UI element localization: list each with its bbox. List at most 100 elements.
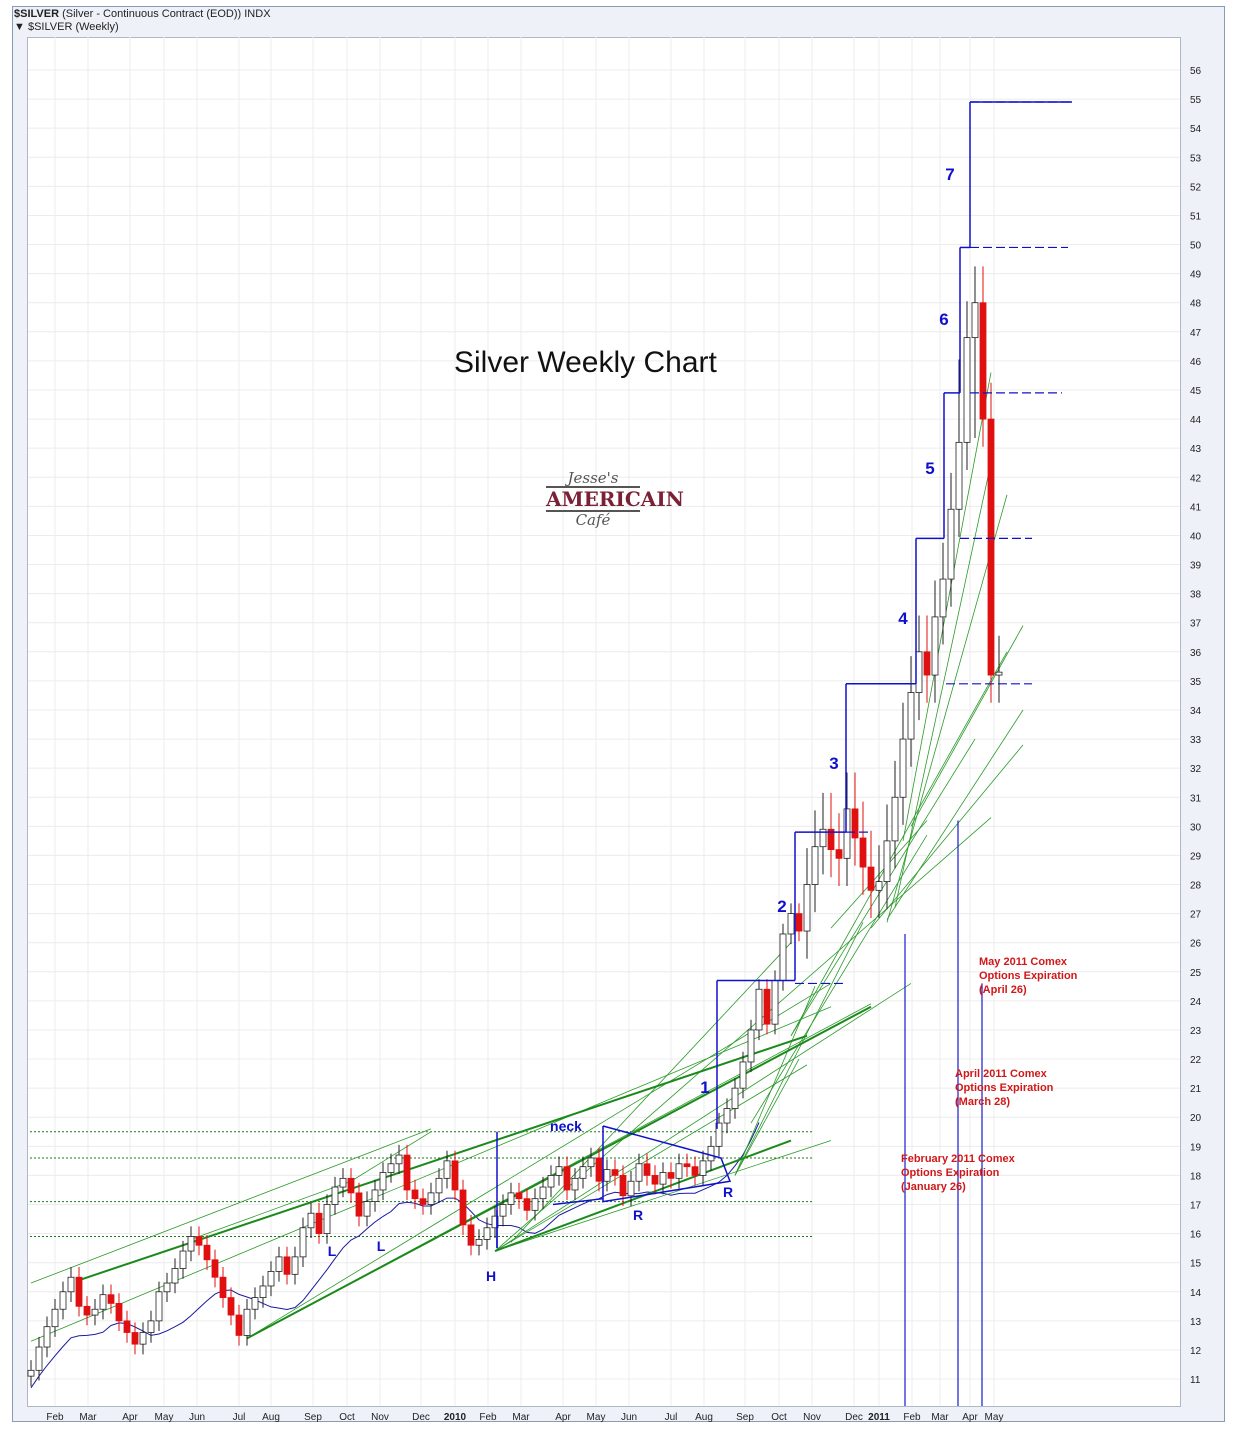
y-tick-label: 27 (1190, 910, 1202, 921)
candle-up (483, 1227, 491, 1240)
candle-up (395, 1154, 403, 1165)
candle-up (819, 828, 827, 848)
wave-label-1: 1 (700, 1078, 709, 1097)
candle-up (307, 1212, 315, 1229)
candle-down (459, 1189, 467, 1226)
y-tick-label: 25 (1190, 968, 1202, 979)
triangle-pattern (602, 1125, 732, 1203)
x-tick-label: 2010 (444, 1412, 467, 1423)
y-tick-label: 28 (1190, 881, 1202, 892)
candle-down (219, 1276, 227, 1298)
candle-down (195, 1236, 203, 1246)
y-tick-label: 23 (1190, 1026, 1202, 1037)
x-tick-label: May (587, 1412, 606, 1423)
candle-up (883, 840, 891, 883)
candle-down (235, 1314, 243, 1336)
candle-up (243, 1308, 251, 1336)
candle-up (811, 846, 819, 885)
x-tick-label: Apr (122, 1412, 138, 1423)
candle-up (971, 302, 979, 339)
trend-line (190, 1180, 352, 1240)
y-tick-label: 38 (1190, 590, 1202, 601)
x-tick-label: Aug (695, 1412, 713, 1423)
pattern-label-r: R (633, 1207, 643, 1223)
trend-line (30, 1128, 432, 1284)
y-tick-label: 33 (1190, 735, 1202, 746)
candle-up (363, 1201, 371, 1217)
candle-up (435, 1177, 443, 1194)
candle-up (627, 1180, 635, 1197)
trend-line (734, 922, 864, 1176)
y-tick-label: 40 (1190, 531, 1202, 542)
candle-down (923, 651, 931, 676)
candle-up (931, 616, 939, 676)
candle-up (555, 1166, 563, 1176)
candle-up (291, 1256, 299, 1275)
candle-up (331, 1186, 339, 1205)
candle-down (75, 1276, 83, 1307)
candle-up (707, 1145, 715, 1162)
y-tick-label: 41 (1190, 502, 1202, 513)
x-tick-label: Mar (512, 1412, 530, 1423)
candle-up (99, 1294, 107, 1310)
candle-down (419, 1198, 427, 1205)
candle-down (523, 1198, 531, 1211)
x-tick-label: Mar (79, 1412, 97, 1423)
candle-down (619, 1175, 627, 1197)
candle-up (275, 1256, 283, 1272)
x-tick-label: Feb (479, 1412, 497, 1423)
candle-up (907, 692, 915, 740)
candle-up (899, 738, 907, 798)
candle-up (267, 1271, 275, 1287)
x-tick-label: 2011 (868, 1412, 890, 1423)
y-tick-label: 26 (1190, 939, 1202, 950)
trend-line (886, 709, 1024, 920)
y-tick-label: 32 (1190, 764, 1202, 775)
y-tick-label: 44 (1190, 415, 1202, 426)
candle-down (403, 1154, 411, 1191)
candle-down (211, 1259, 219, 1278)
candle-up (755, 988, 763, 1031)
candle-up (171, 1268, 179, 1284)
y-tick-label: 43 (1190, 444, 1202, 455)
wave-label-6: 6 (939, 310, 948, 329)
wave-label-5: 5 (925, 459, 934, 478)
candle-down (451, 1160, 459, 1191)
trend-line (734, 1058, 800, 1176)
candle-up (843, 808, 851, 859)
y-tick-label: 46 (1190, 357, 1202, 368)
y-tick-label: 56 (1190, 66, 1202, 77)
candle-down (115, 1303, 123, 1322)
x-tick-label: Jun (621, 1412, 637, 1423)
candle-down (851, 808, 859, 839)
candle-up (51, 1308, 59, 1328)
candle-up (35, 1346, 43, 1371)
candle-up (27, 1369, 35, 1377)
y-tick-label: 20 (1190, 1113, 1202, 1124)
symbol-description: (Silver - Continuous Contract (EOD)) IND… (62, 8, 271, 20)
x-tick-label: May (155, 1412, 174, 1423)
candle-up (491, 1215, 499, 1229)
wave-label-3: 3 (829, 754, 838, 773)
candle-up (475, 1239, 483, 1246)
legend-icon: ▼ (14, 21, 25, 33)
annotation-february-expiration: February 2011 Comex Options Expiration (Ja… (901, 1153, 1015, 1193)
y-tick-label: 16 (1190, 1230, 1202, 1241)
candle-up (499, 1204, 507, 1217)
candle-up (995, 671, 1003, 676)
candle-up (603, 1169, 611, 1182)
candle-down (763, 988, 771, 1025)
y-tick-label: 39 (1190, 561, 1202, 572)
candle-up (427, 1192, 435, 1205)
y-tick-label: 37 (1190, 619, 1202, 630)
chart-title: Silver Weekly Chart (454, 346, 717, 379)
candle-down (859, 837, 867, 868)
candle-down (203, 1244, 211, 1261)
candle-up (547, 1175, 555, 1188)
candle-up (875, 881, 883, 891)
y-tick-label: 34 (1190, 706, 1202, 717)
candle-down (347, 1177, 355, 1194)
y-tick-label: 17 (1190, 1201, 1202, 1212)
candle-up (259, 1285, 267, 1298)
candle-up (155, 1291, 163, 1322)
